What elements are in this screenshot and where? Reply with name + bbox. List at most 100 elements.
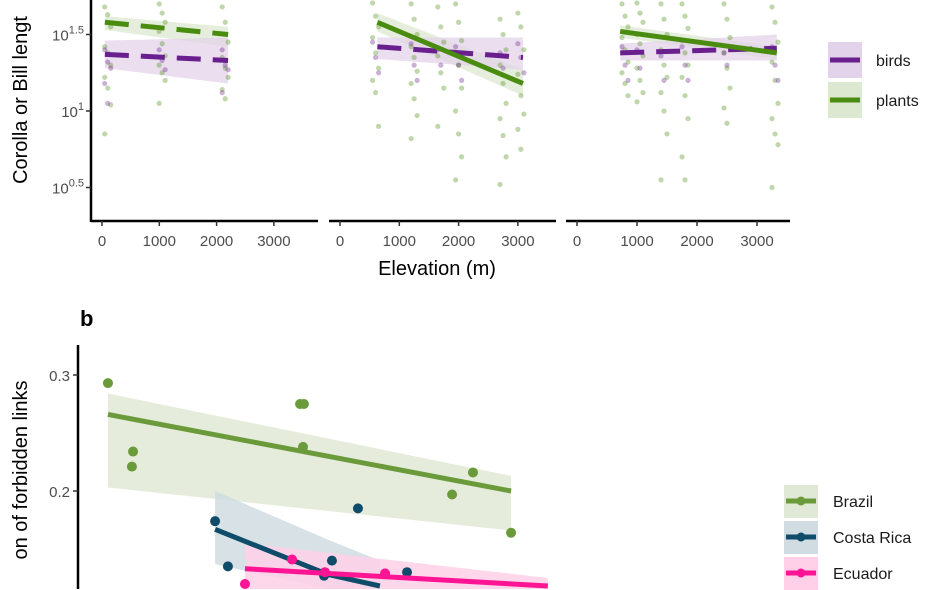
x-tick-label: 2000: [442, 233, 475, 250]
plants-point: [497, 62, 503, 68]
plants-point: [625, 93, 631, 99]
plants-point: [503, 154, 509, 160]
plants-point: [521, 111, 527, 117]
x-tick-label: 0: [336, 233, 344, 250]
plants-point: [408, 44, 414, 50]
facet-3: 0 1000 2000 3000: [566, 0, 790, 250]
plants-point: [772, 131, 778, 137]
plants-point: [435, 53, 441, 59]
point-Costa Rica: [326, 555, 337, 566]
plants-point: [162, 77, 168, 83]
plants-point: [775, 39, 781, 45]
plants-point: [619, 70, 625, 76]
x-tick-label: 2000: [680, 233, 713, 250]
birds-point: [661, 77, 667, 83]
plants-point: [219, 86, 225, 93]
birds-point: [108, 65, 114, 71]
legend-label: birds: [876, 53, 911, 70]
x-tick-label: 3000: [257, 233, 290, 250]
birds-point: [105, 59, 111, 65]
plants-point: [775, 142, 781, 148]
plants-point: [414, 112, 420, 119]
plants-point: [497, 16, 503, 22]
plants-point: [408, 135, 414, 142]
plants-point: [515, 71, 521, 77]
plants-point: [372, 50, 379, 56]
plants-point: [414, 68, 420, 74]
y-tick-label: 0.3: [49, 368, 70, 385]
panel-label-b: b: [80, 306, 93, 331]
plants-point: [637, 41, 643, 47]
plants-point: [497, 181, 503, 188]
plants-point: [159, 10, 165, 16]
plants-point: [159, 70, 165, 76]
plants-point: [640, 90, 646, 96]
birds-point: [156, 47, 162, 53]
plants-point: [459, 154, 465, 160]
x-tick-label: 3000: [740, 233, 773, 250]
plants-point: [453, 177, 459, 183]
legend-item-plants: plants: [828, 82, 919, 118]
point-Costa Rica: [210, 516, 221, 527]
plants-point: [500, 80, 506, 87]
facet-1: 0 1000 2000 3000: [91, 1, 318, 250]
legend-item-birds: birds: [828, 42, 911, 78]
plants-point: [727, 34, 733, 41]
birds-point: [375, 70, 382, 76]
legend-key-point: [796, 568, 806, 578]
plants-point: [679, 74, 685, 80]
birds-point: [225, 67, 231, 73]
plants-point: [105, 12, 111, 18]
point-Brazil: [298, 399, 309, 409]
legend-label: Costa Rica: [833, 530, 911, 547]
plants-point: [521, 47, 527, 53]
plants-point: [518, 93, 524, 99]
birds-point: [721, 50, 727, 56]
plants-point: [682, 13, 688, 19]
birds-point: [772, 62, 778, 68]
plants-point: [685, 116, 691, 122]
birds-point: [408, 41, 414, 47]
plants-point: [682, 93, 688, 99]
legend-label: plants: [876, 93, 919, 110]
x-tick-label: 0: [98, 233, 106, 250]
plants-point: [375, 65, 382, 71]
plants-point: [727, 85, 733, 91]
plants-point: [515, 10, 521, 16]
birds-point: [625, 77, 631, 83]
plants-point: [664, 74, 670, 80]
legend-label: Ecuador: [833, 566, 893, 583]
confidence-band-Brazil: [107, 393, 512, 531]
point-Ecuador: [239, 579, 250, 589]
plants-point: [102, 74, 108, 80]
plants-point: [222, 19, 228, 25]
plants-point: [162, 19, 168, 25]
plants-point: [772, 77, 778, 83]
plants-point: [721, 50, 727, 56]
plants-point: [661, 108, 667, 114]
plants-point: [369, 0, 376, 6]
birds-point: [369, 39, 376, 45]
plants-point: [500, 31, 506, 38]
plants-point: [372, 90, 379, 96]
plants-point: [679, 1, 685, 7]
plants-point: [456, 19, 462, 25]
plants-point: [664, 131, 670, 137]
point-Costa Rica: [352, 503, 363, 514]
plants-point: [775, 100, 781, 106]
birds-point: [459, 77, 465, 83]
birds-point: [637, 65, 643, 71]
plants-point: [102, 44, 108, 50]
plants-point: [661, 62, 667, 68]
plants-point: [658, 1, 664, 7]
plants-point: [438, 70, 444, 76]
plants-point: [658, 177, 664, 183]
y-tick-label: 101: [61, 101, 84, 121]
plants-point: [637, 10, 643, 16]
trend-line-Ecuador: [244, 566, 549, 589]
y-tick-label: 101.5: [52, 25, 84, 45]
plants-point: [441, 39, 447, 45]
plants-point: [435, 4, 441, 10]
plants-point: [769, 59, 775, 65]
